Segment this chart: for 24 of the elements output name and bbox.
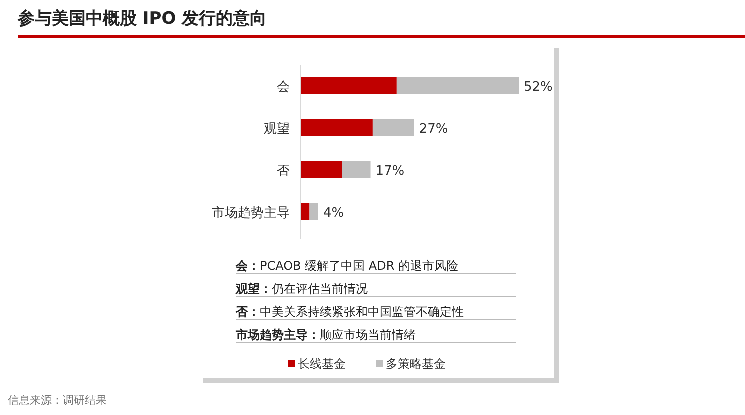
y-tick-label: 会 (277, 80, 290, 95)
annotation: 27% (419, 122, 448, 137)
annotation: 17% (376, 164, 405, 179)
bar (372, 120, 414, 136)
bar (301, 204, 310, 220)
bar (301, 162, 342, 178)
annotation: 4% (323, 206, 344, 221)
bar (310, 204, 318, 220)
bar (396, 78, 519, 94)
y-tick-label: 观望 (264, 122, 290, 137)
legend-label: 长线基金 (298, 357, 346, 371)
annotation: 52% (524, 80, 553, 95)
bar (301, 120, 373, 136)
bar (342, 162, 371, 178)
y-tick-label: 市场趋势主导 (212, 205, 290, 221)
legend-label: 多策略基金 (386, 357, 446, 371)
text: 会：PCAOB 缓解了中国 ADR 的退市风险 (235, 259, 459, 273)
bar (301, 78, 397, 94)
text: 市场趋势主导：顺应市场当前情绪 (235, 328, 416, 342)
y-tick-label: 否 (277, 164, 290, 179)
text: 观望：仍在评估当前情况 (235, 282, 368, 296)
text: 否：中美关系持续紧张和中国监管不确定性 (235, 305, 464, 319)
text: 信息来源：调研结果 (8, 394, 107, 407)
text: 参与美国中概股 IPO 发行的意向 (17, 9, 268, 29)
